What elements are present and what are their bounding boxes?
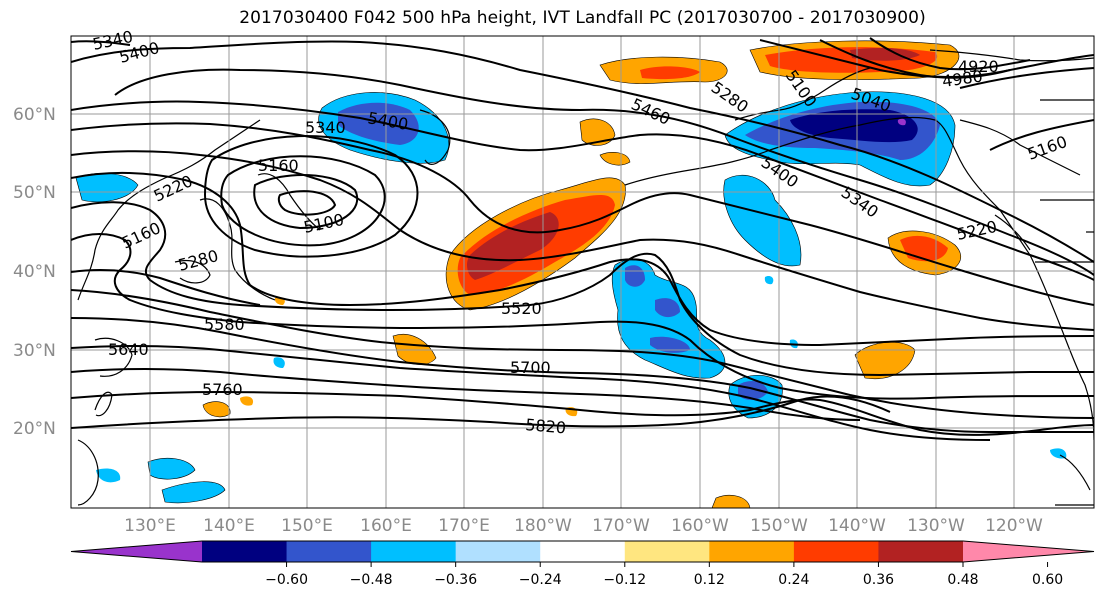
colorbar-tick-label: 0.60 — [1032, 572, 1063, 588]
contour-label: 5520 — [501, 299, 542, 318]
colorbar-bin — [793, 541, 879, 562]
lon-label: 170°W — [592, 516, 650, 536]
colorbar-bin — [286, 541, 372, 562]
contour-label: 5220 — [955, 217, 999, 244]
lon-label: 130°E — [124, 516, 176, 536]
colorbar-tick-label: −0.24 — [519, 572, 562, 588]
contour-label: 5160 — [119, 218, 164, 252]
colorbar-bin — [371, 541, 457, 562]
colorbar-tick-label: 0.36 — [863, 572, 894, 588]
colorbar-tick-label: 0.24 — [778, 572, 809, 588]
contour-label: 5580 — [204, 315, 245, 334]
height-contours — [71, 37, 1094, 441]
colorbar-bin — [709, 541, 795, 562]
lat-label: 20°N — [13, 419, 56, 439]
lat-label: 30°N — [13, 341, 56, 361]
lat-label: 40°N — [13, 262, 56, 282]
contour-label: 5340 — [838, 183, 882, 222]
colorbar: −0.60 −0.48 −0.36 −0.24 −0.12 0.12 0.24 0.36 0.4… — [70, 540, 1095, 588]
lon-label: 150°W — [750, 516, 808, 536]
colorbar-tick-label: −0.36 — [434, 572, 477, 588]
colorbar-bin — [624, 541, 710, 562]
colorbar-tick-label: −0.12 — [603, 572, 646, 588]
contour-label: 5460 — [628, 94, 673, 128]
colorbar-tick-label: −0.48 — [350, 572, 393, 588]
lon-label: 140°E — [203, 516, 255, 536]
contour-label: 5700 — [510, 358, 551, 377]
colorbar-bin — [455, 541, 541, 562]
lon-label: 160°E — [360, 516, 412, 536]
lat-label: 60°N — [13, 105, 56, 125]
colorbar-extend-max — [963, 541, 1094, 562]
colorbar-bin — [540, 541, 626, 562]
contour-label: 5220 — [151, 171, 196, 205]
lon-label: 120°W — [985, 516, 1043, 536]
contour-label: 5820 — [525, 415, 567, 437]
contour-label: 5280 — [708, 78, 752, 117]
colorbar-bin — [878, 541, 964, 562]
lon-label: 140°W — [828, 516, 886, 536]
contour-label: 5160 — [258, 156, 299, 175]
lon-label: 150°E — [281, 516, 333, 536]
lon-label: 170°E — [438, 516, 490, 536]
map-title: 2017030400 F042 500 hPa height, IVT Land… — [239, 8, 926, 28]
contour-label: 5340 — [305, 118, 346, 137]
contour-label: 5760 — [202, 380, 243, 399]
map-frame — [70, 35, 1095, 509]
colorbar-extend-min — [71, 541, 202, 562]
contour-label: 4920 — [958, 57, 999, 76]
lat-labels: 60°N 50°N 40°N 30°N 20°N — [13, 105, 56, 439]
lat-label: 50°N — [13, 183, 56, 203]
colorbar-tick-label: −0.60 — [265, 572, 308, 588]
lon-label: 130°W — [907, 516, 965, 536]
lon-labels: 130°E 140°E 150°E 160°E 170°E 180°W 170°… — [124, 516, 1043, 536]
colorbar-bin — [202, 541, 288, 562]
colorbar-tick-label: 0.48 — [947, 572, 978, 588]
contour-label: 5640 — [108, 340, 149, 359]
colorbar-outline — [70, 540, 1095, 563]
lon-label: 160°W — [671, 516, 729, 536]
colorbar-tick-label: 0.12 — [694, 572, 725, 588]
lon-label: 180°W — [514, 516, 572, 536]
